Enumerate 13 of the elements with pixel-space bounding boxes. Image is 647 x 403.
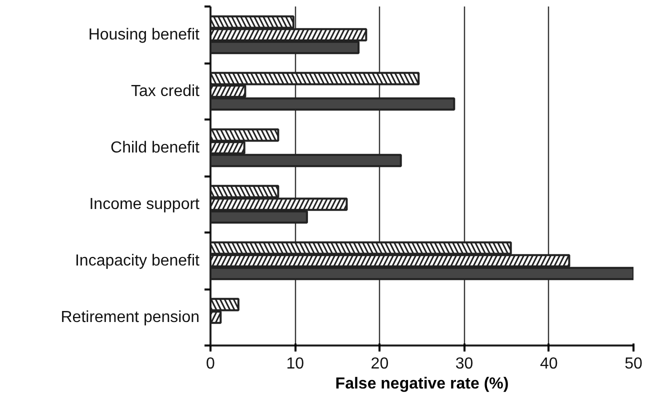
x-tick-label: 40	[540, 356, 558, 372]
x-tick-label: 30	[455, 356, 474, 372]
y-tick-label: Housing benefit	[88, 26, 200, 44]
y-tick-label: Incapacity benefit	[74, 252, 200, 270]
x-tick-label: 20	[370, 356, 389, 372]
y-tick-label: Income support	[89, 196, 200, 213]
x-tick-label: 10	[286, 356, 304, 372]
y-tick-label: Retirement pension	[60, 308, 200, 326]
x-tick-label: 50	[624, 356, 642, 372]
x-tick-label: 0	[206, 356, 216, 372]
y-tick-label: Tax credit	[131, 82, 200, 100]
x-axis-title: False negative rate (%)	[335, 376, 509, 392]
y-tick-label: Child benefit	[110, 139, 200, 156]
